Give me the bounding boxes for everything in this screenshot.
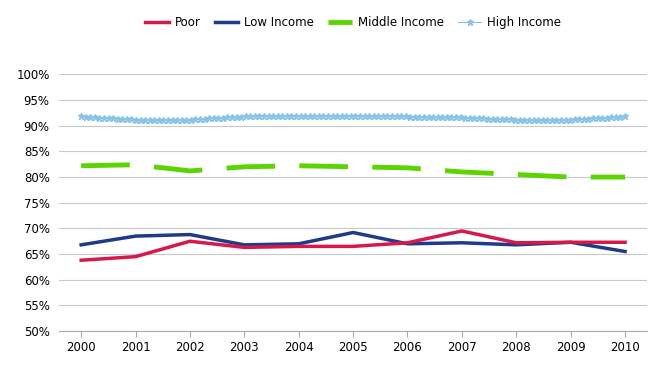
Low Income bbox=[567, 240, 575, 244]
Middle Income bbox=[403, 166, 411, 170]
Low Income bbox=[295, 241, 303, 246]
Middle Income bbox=[295, 164, 303, 168]
Middle Income bbox=[77, 164, 85, 168]
Low Income bbox=[240, 243, 248, 247]
High Income bbox=[196, 117, 204, 121]
High Income bbox=[132, 117, 140, 122]
High Income bbox=[228, 115, 236, 119]
High Income bbox=[461, 115, 469, 120]
Poor bbox=[186, 239, 194, 243]
Low Income bbox=[512, 243, 520, 247]
Low Income bbox=[131, 234, 139, 238]
Poor bbox=[512, 241, 520, 245]
Low Income bbox=[77, 243, 85, 247]
Line: Middle Income: Middle Income bbox=[81, 165, 625, 177]
Low Income bbox=[349, 230, 357, 235]
Middle Income bbox=[512, 172, 520, 177]
Middle Income bbox=[131, 163, 139, 167]
Middle Income bbox=[458, 170, 466, 174]
High Income bbox=[347, 113, 355, 118]
High Income bbox=[388, 114, 396, 118]
Poor bbox=[295, 244, 303, 248]
Poor bbox=[131, 254, 139, 259]
High Income bbox=[612, 115, 620, 119]
Middle Income bbox=[349, 164, 357, 169]
Middle Income bbox=[240, 164, 248, 169]
Line: Poor: Poor bbox=[81, 231, 625, 260]
High Income bbox=[621, 114, 629, 119]
Line: Low Income: Low Income bbox=[81, 232, 625, 251]
High Income bbox=[516, 117, 524, 122]
Poor bbox=[77, 258, 85, 263]
Legend: Poor, Low Income, Middle Income, High Income: Poor, Low Income, Middle Income, High In… bbox=[145, 16, 561, 29]
Low Income bbox=[403, 241, 411, 246]
Poor bbox=[403, 241, 411, 245]
Low Income bbox=[458, 241, 466, 245]
Poor bbox=[240, 245, 248, 250]
Line: High Income: High Income bbox=[78, 112, 628, 123]
Poor bbox=[567, 240, 575, 244]
Poor bbox=[621, 240, 629, 244]
High Income bbox=[77, 114, 85, 119]
Middle Income bbox=[186, 169, 194, 173]
Middle Income bbox=[567, 175, 575, 179]
Low Income bbox=[186, 232, 194, 237]
Poor bbox=[458, 229, 466, 233]
Poor bbox=[349, 244, 357, 248]
Middle Income bbox=[621, 175, 629, 179]
Low Income bbox=[621, 249, 629, 254]
